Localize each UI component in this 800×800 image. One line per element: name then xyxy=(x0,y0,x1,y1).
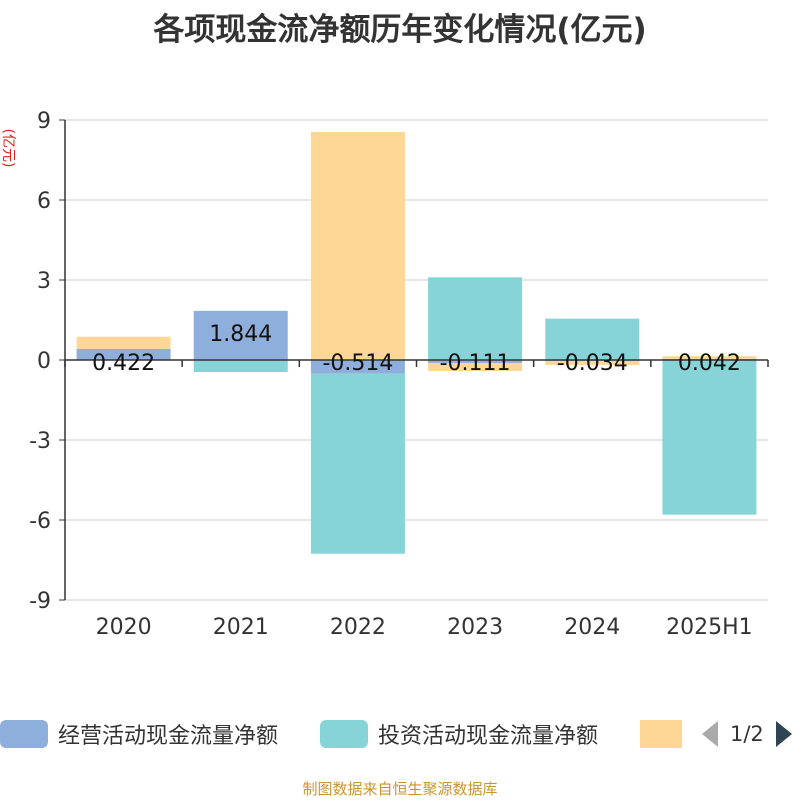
y-tick-label: 0 xyxy=(37,349,51,374)
bar-1-2023[interactable] xyxy=(428,360,523,363)
legend-item-operating[interactable]: 经营活动现金流量净额 xyxy=(0,716,278,752)
bar-3-2025H1[interactable] xyxy=(662,356,757,359)
data-label: 0.042 xyxy=(678,351,741,376)
legend-item-investing[interactable]: 投资活动现金流量净额 xyxy=(320,716,598,752)
bar-2-2021[interactable] xyxy=(193,360,288,372)
y-tick-label: 3 xyxy=(37,269,51,294)
y-axis-label: (亿元) xyxy=(0,129,16,168)
bar-3-2023[interactable] xyxy=(428,362,523,371)
bar-2-2025H1[interactable] xyxy=(662,360,757,515)
legend-swatch-operating xyxy=(0,720,48,748)
legend-item-financing[interactable] xyxy=(640,716,692,752)
x-tick-label: 2025H1 xyxy=(666,615,753,640)
data-label: -0.514 xyxy=(322,351,393,376)
legend-swatch-financing xyxy=(640,720,682,748)
legend-pager: 1/2 xyxy=(700,716,794,752)
legend: 经营活动现金流量净额 投资活动现金流量净额 1/2 xyxy=(0,716,800,756)
data-label: 1.844 xyxy=(209,322,272,347)
data-label: -0.111 xyxy=(440,351,511,376)
x-tick-label: 2022 xyxy=(330,615,386,640)
source-footer: 制图数据来自恒生聚源数据库 xyxy=(302,780,498,798)
y-tick-label: -9 xyxy=(29,589,51,614)
bar-1-2020[interactable] xyxy=(76,348,171,360)
legend-label-investing: 投资活动现金流量净额 xyxy=(378,724,599,749)
x-tick-label: 2023 xyxy=(447,615,503,640)
data-label: -0.034 xyxy=(557,351,628,376)
y-tick-label: 6 xyxy=(37,189,51,214)
chart-title: 各项现金流净额历年变化情况(亿元) xyxy=(153,12,647,48)
y-tick-label: -6 xyxy=(29,509,51,534)
bar-3-2024[interactable] xyxy=(545,360,640,365)
data-label: 0.422 xyxy=(92,351,155,376)
y-tick-label: -3 xyxy=(29,429,51,454)
bar-3-2020[interactable] xyxy=(76,336,171,349)
bar-2-2022[interactable] xyxy=(310,373,405,554)
x-tick-label: 2021 xyxy=(213,615,269,640)
bar-3-2022[interactable] xyxy=(310,132,405,360)
y-tick-label: 9 xyxy=(37,109,51,134)
legend-page-indicator: 1/2 xyxy=(730,722,764,746)
x-tick-label: 2024 xyxy=(564,615,620,640)
prev-page-icon[interactable] xyxy=(700,719,720,749)
bar-1-2021[interactable] xyxy=(193,310,288,360)
legend-swatch-investing xyxy=(320,720,368,748)
bar-2-2023[interactable] xyxy=(428,277,523,360)
legend-label-operating: 经营活动现金流量净额 xyxy=(58,724,279,749)
next-page-icon[interactable] xyxy=(774,719,794,749)
x-tick-label: 2020 xyxy=(96,615,152,640)
bar-1-2022[interactable] xyxy=(310,360,405,374)
bar-2-2024[interactable] xyxy=(545,318,640,360)
